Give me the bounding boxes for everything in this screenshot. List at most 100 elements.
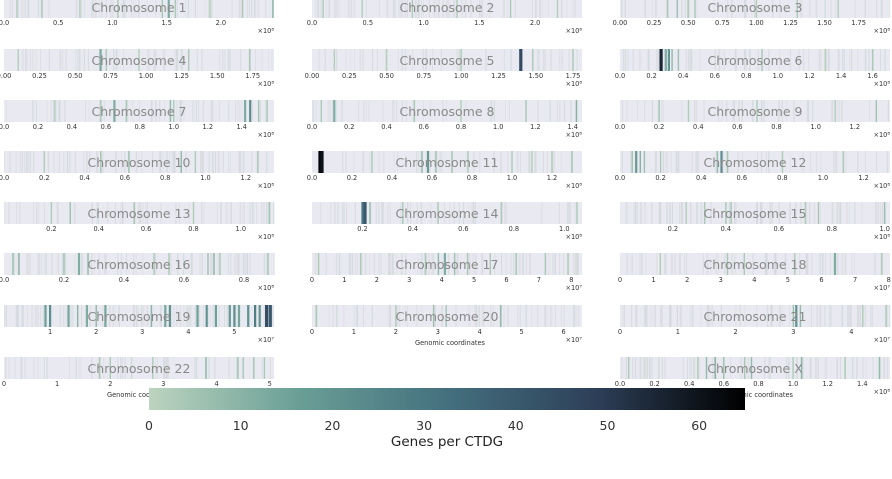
ctdg-region <box>687 0 689 18</box>
background-stripe <box>752 100 753 122</box>
background-stripe <box>734 253 736 275</box>
background-stripe <box>479 151 481 173</box>
ctdg-region <box>460 49 462 71</box>
background-stripe <box>820 151 822 173</box>
background-stripe <box>273 202 275 224</box>
background-stripe <box>146 0 148 18</box>
background-stripe <box>155 357 156 379</box>
background-stripe <box>241 0 243 18</box>
background-stripe <box>212 100 214 122</box>
background-stripe <box>468 202 470 224</box>
background-stripe <box>560 151 562 173</box>
background-stripe <box>493 151 495 173</box>
background-stripe <box>198 305 200 327</box>
chromosome-panel: Chromosome 130.2 0.4 0.6 0.8 1.0×10⁸ <box>4 202 274 241</box>
background-stripe <box>265 100 267 122</box>
background-stripe <box>15 151 17 173</box>
background-stripe <box>679 253 681 275</box>
background-stripe <box>29 151 31 173</box>
background-stripe <box>809 202 811 224</box>
background-stripe <box>24 0 27 18</box>
background-stripe <box>426 49 428 71</box>
background-stripe <box>24 151 26 173</box>
background-stripe <box>176 305 178 327</box>
background-stripe <box>252 100 253 122</box>
ctdg-region <box>793 253 796 275</box>
tick-label: 2 <box>108 380 112 388</box>
background-stripe <box>536 151 537 173</box>
background-stripe <box>112 0 114 18</box>
colorbar-ticks: 0 10 20 30 40 50 60 <box>145 418 707 433</box>
ctdg-region <box>207 253 209 275</box>
background-stripe <box>417 0 419 18</box>
background-stripe <box>558 202 560 224</box>
background-stripe <box>137 305 139 327</box>
background-stripe <box>722 151 724 173</box>
background-stripe <box>653 305 655 327</box>
background-stripe <box>312 100 314 122</box>
background-stripe <box>884 49 886 71</box>
background-stripe <box>132 202 134 224</box>
background-stripe <box>74 202 76 224</box>
background-stripe <box>575 305 577 327</box>
tick-label: 0.0 <box>307 174 318 182</box>
background-stripe <box>474 253 476 275</box>
background-stripe <box>478 305 480 327</box>
background-stripe <box>552 253 554 275</box>
background-stripe <box>373 253 375 275</box>
background-stripe <box>397 305 399 327</box>
ctdg-region <box>41 0 43 18</box>
panel-title: Chromosome 1 <box>92 0 187 15</box>
chromosome-panels: Chromosome 10.0 0.5 1.0 1.5 2.0×10⁸Chromosom… <box>0 0 891 399</box>
background-stripe <box>845 253 847 275</box>
background-stripe <box>793 100 794 122</box>
background-stripe <box>224 305 225 327</box>
background-stripe <box>392 100 394 122</box>
background-stripe <box>645 0 646 18</box>
background-stripe <box>186 305 188 327</box>
background-stripe <box>334 0 335 18</box>
background-stripe <box>458 202 460 224</box>
background-stripe <box>118 305 120 327</box>
background-stripe <box>86 151 88 173</box>
background-stripe <box>726 100 728 122</box>
background-stripe <box>555 305 556 327</box>
tick-label: 1.0 <box>169 123 180 131</box>
background-stripe <box>643 357 645 379</box>
background-stripe <box>342 202 344 224</box>
background-stripe <box>669 202 671 224</box>
background-stripe <box>416 151 417 173</box>
ctdg-region <box>509 0 512 18</box>
ctdg-region <box>572 49 574 71</box>
tick-label: 1.25 <box>174 72 189 80</box>
ctdg-region <box>174 0 176 18</box>
chromosome-panel: Chromosome 150.2 0.4 0.6 0.8 1.0×10⁸ <box>620 202 890 241</box>
background-stripe <box>208 357 210 379</box>
background-stripe <box>888 100 889 122</box>
tick-label: 0.6 <box>101 123 112 131</box>
background-stripe <box>811 100 814 122</box>
background-stripe <box>363 100 365 122</box>
ctdg-region <box>320 100 322 122</box>
background-stripe <box>21 305 24 327</box>
background-stripe <box>769 202 771 224</box>
background-stripe <box>550 305 551 327</box>
background-stripe <box>350 49 352 71</box>
background-stripe <box>432 253 435 275</box>
chromosome-panel: Chromosome 20.0 0.5 1.0 1.5 2.0×10⁸ <box>307 0 582 35</box>
background-stripe <box>745 49 747 71</box>
background-stripe <box>254 49 256 71</box>
tick-label: 1.2 <box>547 174 558 182</box>
background-stripe <box>446 0 448 18</box>
background-stripe <box>406 202 409 224</box>
background-stripe <box>656 253 658 275</box>
background-stripe <box>337 202 339 224</box>
background-stripe <box>103 357 105 379</box>
background-stripe <box>701 202 703 224</box>
background-stripe <box>623 305 625 327</box>
background-stripe <box>845 151 847 173</box>
background-stripe <box>556 100 558 122</box>
ctdg-region <box>104 305 107 327</box>
background-stripe <box>711 357 713 379</box>
tick-label: 4 <box>186 328 190 336</box>
